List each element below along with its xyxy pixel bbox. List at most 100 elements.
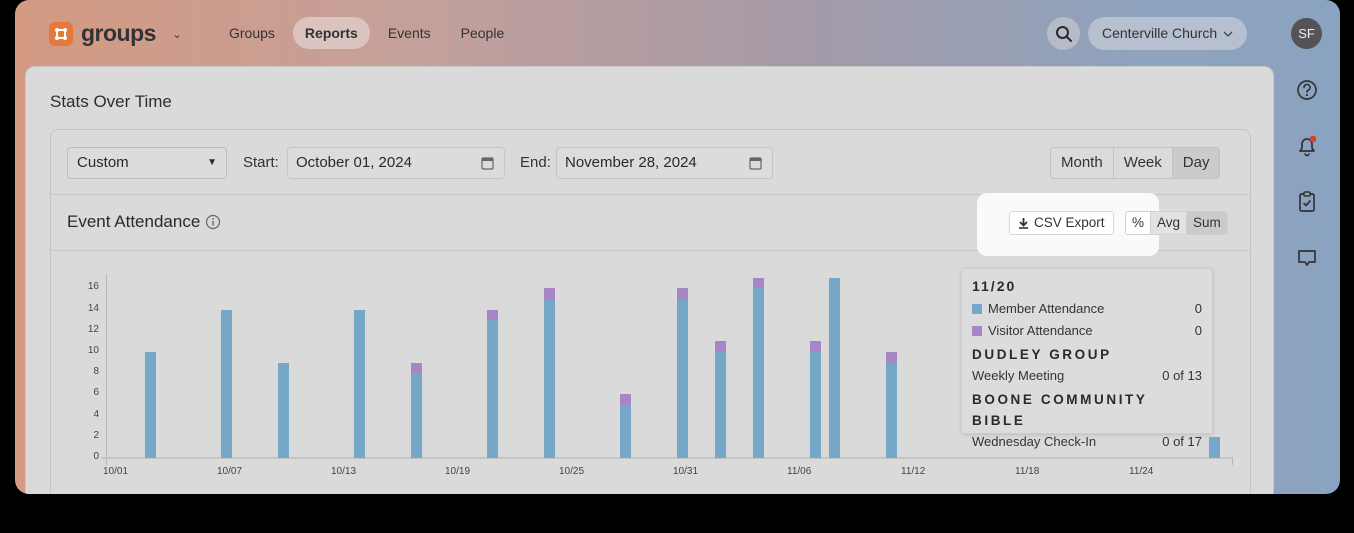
x-tick-label: 10/19 — [445, 466, 471, 477]
app-name: groups — [81, 20, 156, 46]
chevron-down-icon: ⌄ — [171, 26, 183, 41]
start-date-input[interactable]: October 01, 2024 — [287, 147, 505, 179]
tooltip-visitor-row: Visitor Attendance 0 — [972, 320, 1202, 342]
bar-10-06[interactable] — [221, 309, 232, 458]
visitor-value: 0 — [1194, 323, 1202, 338]
y-axis — [106, 274, 107, 465]
member-segment — [354, 309, 365, 458]
y-tick-label: 0 — [93, 451, 99, 462]
member-segment — [886, 362, 897, 458]
visitor-swatch — [972, 326, 982, 336]
calendar-icon[interactable] — [481, 156, 494, 170]
visitor-segment — [810, 341, 821, 352]
member-segment — [620, 404, 631, 458]
aggregation-toggle: % Avg Sum — [1125, 211, 1228, 235]
calendar-icon[interactable] — [749, 156, 762, 170]
end-date-input[interactable]: November 28, 2024 — [556, 147, 773, 179]
filter-bar: Custom ▼ Start: October 01, 2024 End: No… — [51, 130, 1250, 195]
visitor-segment — [620, 394, 631, 405]
attendance-chart: 0 2 4 6 8 10 12 14 16 10/01 10/07 10/13 10/19 10/25 1… — [51, 252, 1250, 494]
tooltip-group-row: Weekly Meeting 0 of 13 — [972, 365, 1202, 387]
visitor-segment — [753, 277, 764, 289]
clipboard-check-icon[interactable] — [1295, 190, 1319, 214]
member-segment — [145, 352, 156, 458]
mode-percent[interactable]: % — [1126, 212, 1152, 234]
bell-icon[interactable] — [1295, 134, 1319, 158]
bar-11-06[interactable] — [810, 341, 821, 458]
x-axis — [101, 457, 1233, 459]
bar-10-09[interactable] — [278, 362, 289, 458]
member-segment — [221, 309, 232, 458]
y-tick-label: 12 — [87, 323, 99, 335]
range-select-value: Custom — [77, 154, 129, 171]
bar-10-30[interactable] — [677, 288, 688, 458]
nav-reports[interactable]: Reports — [292, 17, 370, 49]
chat-icon[interactable] — [1295, 246, 1319, 270]
member-segment — [715, 351, 726, 458]
bar-11-07[interactable] — [829, 277, 840, 458]
start-date-value: October 01, 2024 — [296, 154, 412, 171]
visitor-segment — [677, 288, 688, 299]
granularity-day[interactable]: Day — [1172, 148, 1220, 178]
x-tick-label: 10/13 — [331, 466, 357, 477]
visitor-segment — [715, 341, 726, 352]
visitor-segment — [487, 309, 498, 321]
caret-down-icon: ▼ — [207, 157, 217, 168]
bar-10-20[interactable] — [487, 309, 498, 458]
chart-header: Event Attendance CSV Export % Avg Sum — [51, 193, 1250, 256]
bar-10-27[interactable] — [620, 394, 631, 458]
member-value: 0 — [1194, 301, 1202, 316]
mode-avg[interactable]: Avg — [1151, 212, 1188, 234]
x-tick-label: 10/31 — [673, 466, 699, 477]
chevron-down-icon — [1223, 31, 1233, 37]
member-segment — [1209, 436, 1220, 458]
mode-sum[interactable]: Sum — [1187, 212, 1227, 234]
y-tick-label: 2 — [93, 429, 99, 441]
app-window: groups ⌄ Groups Reports Events People Ce… — [15, 0, 1340, 494]
app-switcher[interactable]: groups ⌄ — [49, 20, 182, 47]
info-icon[interactable] — [205, 214, 221, 230]
member-swatch — [972, 304, 982, 314]
main-nav: Groups Reports Events People — [217, 17, 516, 49]
chart-title-text: Event Attendance — [67, 212, 201, 231]
member-segment — [487, 320, 498, 458]
tooltip-date: 11/20 — [972, 278, 1017, 294]
bar-10-02[interactable] — [145, 352, 156, 458]
bar-10-16[interactable] — [411, 362, 422, 458]
granularity-week[interactable]: Week — [1113, 148, 1173, 178]
help-icon[interactable] — [1295, 78, 1319, 102]
group-value: 0 of 17 — [1162, 434, 1202, 449]
group-event: Weekly Meeting — [972, 368, 1065, 383]
tooltip-group-row: Wednesday Check-In 0 of 17 — [972, 431, 1202, 453]
y-tick-label: 10 — [87, 345, 99, 356]
bar-11-10[interactable] — [886, 352, 897, 458]
member-segment — [278, 362, 289, 458]
group-value: 0 of 13 — [1162, 368, 1202, 383]
csv-export-button[interactable]: CSV Export — [1009, 211, 1114, 235]
bar-10-13[interactable] — [354, 309, 365, 458]
avatar[interactable]: SF — [1291, 18, 1322, 49]
end-label: End: — [520, 154, 551, 171]
member-label: Member Attendance — [988, 301, 1105, 316]
x-tick-label: 10/01 — [103, 466, 129, 477]
range-select[interactable]: Custom ▼ — [67, 147, 227, 179]
y-tick-label: 4 — [93, 408, 99, 420]
bar-11-01[interactable] — [715, 341, 726, 458]
nav-groups[interactable]: Groups — [229, 25, 275, 41]
right-rail — [1275, 66, 1340, 494]
tooltip-group-name: DUDLEY GROUP — [972, 347, 1112, 362]
y-tick-label: 16 — [87, 281, 99, 293]
visitor-segment — [544, 288, 555, 299]
organization-switcher[interactable]: Centerville Church — [1088, 17, 1248, 50]
bar-11-27[interactable] — [1209, 436, 1220, 458]
tooltip-member-row: Member Attendance 0 — [972, 298, 1202, 320]
nav-people[interactable]: People — [460, 25, 505, 41]
bar-10-23[interactable] — [544, 288, 555, 458]
granularity-month[interactable]: Month — [1051, 148, 1114, 178]
nav-events[interactable]: Events — [387, 25, 431, 41]
visitor-label: Visitor Attendance — [988, 323, 1093, 338]
granularity-toggle: Month Week Day — [1050, 147, 1221, 179]
member-segment — [411, 373, 422, 458]
search-button[interactable] — [1047, 17, 1080, 50]
bar-11-03[interactable] — [753, 277, 764, 458]
